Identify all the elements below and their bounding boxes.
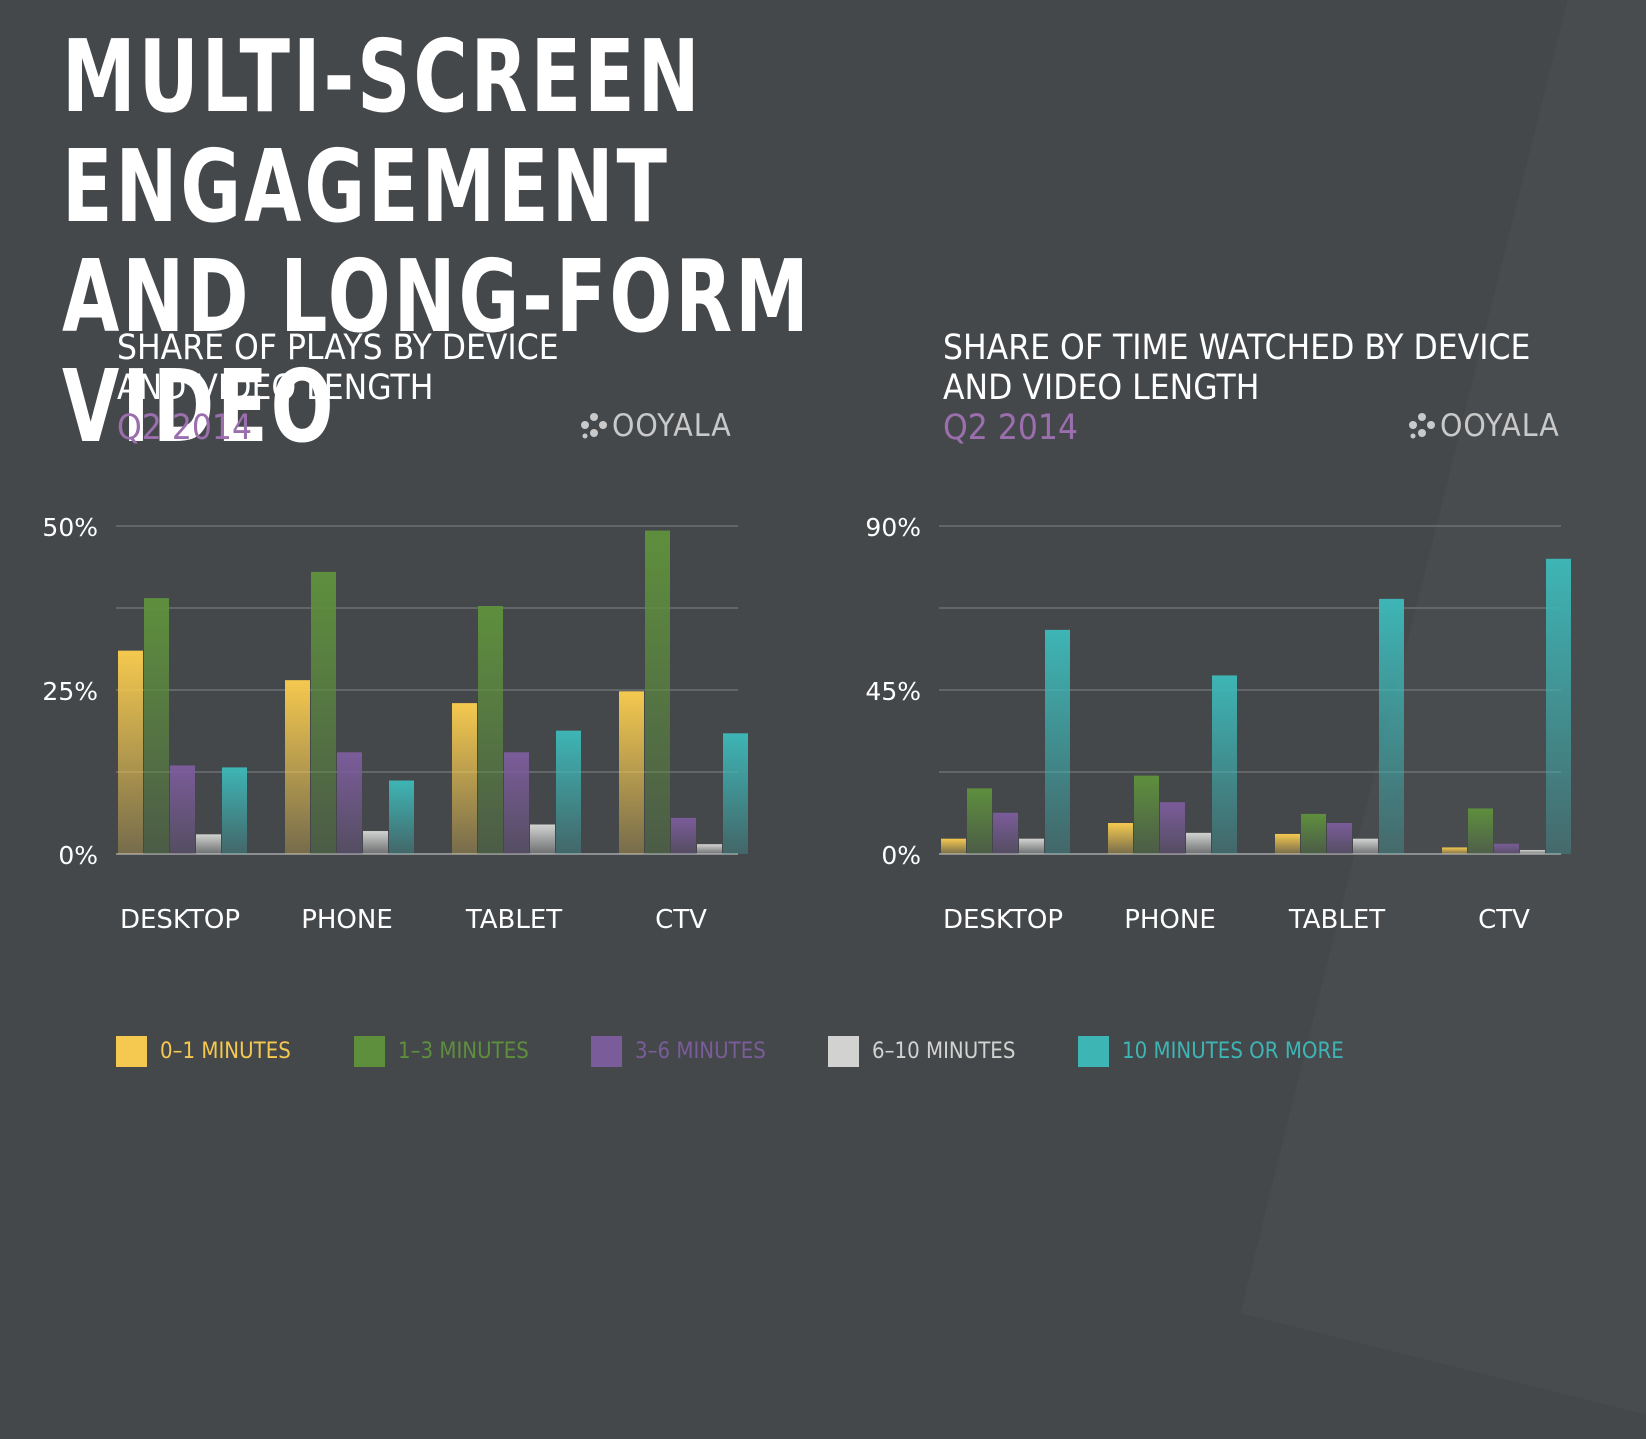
x-category-label: DESKTOP [120, 905, 240, 935]
bar [1045, 629, 1070, 854]
x-category-label: TABLET [1288, 905, 1385, 935]
chart-1-title-line-2: AND VIDEO LENGTH [117, 368, 434, 408]
chart-time-watched-by-device: 0% 45% 90% DESKTOP PHONE TABLET CTV [865, 513, 1571, 935]
bar [1494, 843, 1519, 854]
bar [967, 788, 992, 854]
legend-label: 10 MINUTES OR MORE [1122, 1039, 1344, 1064]
bar [1186, 832, 1211, 854]
y-tick-label: 45% [865, 677, 921, 706]
bar [1379, 598, 1404, 854]
legend-swatch [1078, 1036, 1109, 1067]
bar [1468, 808, 1493, 854]
page-title-line-1: MULTI-SCREEN ENGAGEMENT [62, 18, 703, 245]
bar [311, 571, 336, 854]
chart-plays-by-device: 0% 25% 50% DESKTOP PHONE TABLET CTV [42, 513, 748, 935]
y-tick-label: 90% [865, 513, 921, 542]
bar [170, 765, 195, 854]
bar [285, 680, 310, 854]
page-title-line-2: AND LONG-FORM VIDEO [62, 238, 812, 465]
bar [118, 650, 143, 854]
y-tick-label: 50% [42, 513, 98, 542]
legend-label: 1–3 MINUTES [398, 1039, 529, 1064]
y-tick-label: 0% [58, 841, 98, 870]
bar [671, 817, 696, 854]
chart-2-title-line-1: SHARE OF TIME WATCHED BY DEVICE [943, 328, 1531, 368]
x-category-label: PHONE [301, 905, 393, 935]
chart-2-subtitle: Q2 2014 [943, 408, 1079, 448]
x-category-label: TABLET [465, 905, 562, 935]
legend-item-6-10-minutes: 6–10 MINUTES [828, 1036, 1078, 1067]
bar [1275, 833, 1300, 854]
bar [478, 606, 503, 854]
bar [723, 733, 748, 854]
y-tick-label: 25% [42, 677, 98, 706]
ooyala-logo-text: OOYALA [1440, 408, 1560, 444]
bar [196, 834, 221, 854]
x-category-label: DESKTOP [943, 905, 1063, 935]
legend-swatch [354, 1036, 385, 1067]
bar [619, 691, 644, 854]
bar [1442, 847, 1467, 854]
legend-swatch [828, 1036, 859, 1067]
bar [1160, 802, 1185, 854]
chart-1-subtitle: Q2 2014 [117, 408, 253, 448]
legend-label: 6–10 MINUTES [872, 1039, 1016, 1064]
legend-swatch [591, 1036, 622, 1067]
bar [337, 752, 362, 854]
ooyala-logo-text: OOYALA [612, 408, 732, 444]
legend-item-10-minutes-or-more: 10 MINUTES OR MORE [1078, 1036, 1378, 1067]
bar [389, 780, 414, 854]
bar [1301, 813, 1326, 854]
bar [144, 598, 169, 854]
page-title: MULTI-SCREEN ENGAGEMENT AND LONG-FORM VI… [62, 22, 1098, 462]
legend-label: 3–6 MINUTES [635, 1039, 766, 1064]
chart-1-title-line-1: SHARE OF PLAYS BY DEVICE [117, 328, 559, 368]
bar [941, 838, 966, 854]
y-tick-label: 0% [881, 841, 921, 870]
legend-item-1-3-minutes: 1–3 MINUTES [354, 1036, 591, 1067]
bar [993, 812, 1018, 854]
legend-item-3-6-minutes: 3–6 MINUTES [591, 1036, 828, 1067]
legend-swatch [116, 1036, 147, 1067]
bar [1353, 838, 1378, 854]
bar [363, 831, 388, 854]
ooyala-logo-2: OOYALA [1408, 408, 1570, 444]
bar [697, 844, 722, 854]
bar [222, 767, 247, 854]
bar [645, 530, 670, 854]
ooyala-dots-icon [1409, 413, 1435, 439]
bar [1327, 823, 1352, 854]
bar [556, 730, 581, 854]
chart-2-header: SHARE OF TIME WATCHED BY DEVICE AND VIDE… [943, 328, 1573, 448]
chart-1-header: SHARE OF PLAYS BY DEVICE AND VIDEO LENGT… [117, 328, 747, 448]
legend: 0–1 MINUTES 1–3 MINUTES 3–6 MINUTES 6–10… [116, 1036, 1378, 1067]
ooyala-dots-icon [581, 413, 607, 439]
bar [1134, 775, 1159, 854]
legend-item-0-1-minutes: 0–1 MINUTES [116, 1036, 354, 1067]
x-category-label: CTV [1478, 905, 1530, 935]
x-category-label: CTV [655, 905, 707, 935]
chart-2-title-line-2: AND VIDEO LENGTH [943, 368, 1260, 408]
bar [1108, 823, 1133, 854]
bar [1546, 558, 1571, 854]
x-category-label: PHONE [1124, 905, 1216, 935]
legend-label: 0–1 MINUTES [160, 1039, 291, 1064]
ooyala-logo-1: OOYALA [580, 408, 742, 444]
bar [1212, 675, 1237, 854]
bar [1520, 849, 1545, 854]
bar [452, 703, 477, 854]
bar [530, 824, 555, 854]
bar [1019, 838, 1044, 854]
bar [504, 752, 529, 854]
